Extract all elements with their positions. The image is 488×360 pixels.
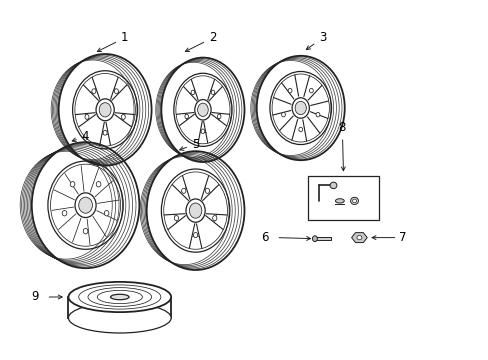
Ellipse shape	[356, 235, 361, 240]
Ellipse shape	[212, 216, 216, 221]
Ellipse shape	[103, 130, 107, 135]
Ellipse shape	[295, 102, 305, 114]
Ellipse shape	[96, 99, 114, 121]
Ellipse shape	[350, 197, 358, 204]
Text: 2: 2	[185, 31, 216, 51]
Text: 9: 9	[32, 291, 39, 303]
Ellipse shape	[205, 188, 209, 193]
Ellipse shape	[309, 88, 313, 93]
Ellipse shape	[298, 127, 302, 132]
Ellipse shape	[197, 103, 208, 116]
Ellipse shape	[83, 228, 88, 234]
Bar	[307, 176, 378, 220]
Text: 6: 6	[261, 231, 268, 244]
Ellipse shape	[329, 182, 336, 189]
Ellipse shape	[281, 112, 285, 117]
Text: 3: 3	[305, 31, 326, 50]
Text: 7: 7	[398, 231, 405, 244]
Ellipse shape	[217, 114, 221, 119]
Ellipse shape	[211, 90, 214, 95]
Ellipse shape	[99, 103, 111, 117]
Ellipse shape	[193, 233, 197, 238]
Ellipse shape	[121, 114, 125, 119]
Ellipse shape	[287, 88, 291, 93]
Ellipse shape	[68, 303, 171, 333]
Ellipse shape	[110, 294, 129, 300]
Ellipse shape	[68, 282, 171, 312]
Ellipse shape	[114, 89, 118, 94]
Ellipse shape	[70, 181, 75, 187]
Ellipse shape	[189, 203, 202, 218]
Ellipse shape	[312, 236, 317, 242]
Ellipse shape	[191, 90, 194, 95]
Ellipse shape	[62, 211, 67, 216]
Ellipse shape	[96, 181, 101, 187]
Ellipse shape	[75, 193, 96, 217]
Ellipse shape	[335, 199, 344, 203]
Ellipse shape	[352, 199, 356, 203]
Ellipse shape	[104, 211, 109, 216]
Ellipse shape	[174, 216, 178, 221]
Text: 8: 8	[338, 121, 346, 171]
Ellipse shape	[201, 129, 204, 134]
Text: 1: 1	[97, 31, 128, 51]
Ellipse shape	[85, 114, 89, 119]
Ellipse shape	[291, 98, 309, 118]
Text: 5: 5	[179, 138, 199, 150]
Ellipse shape	[79, 197, 92, 213]
Ellipse shape	[184, 114, 188, 119]
Ellipse shape	[92, 89, 96, 94]
Ellipse shape	[315, 112, 319, 117]
Ellipse shape	[194, 100, 211, 120]
Bar	[314, 237, 330, 240]
Ellipse shape	[181, 188, 185, 193]
Text: 4: 4	[72, 130, 89, 143]
Ellipse shape	[185, 199, 205, 222]
